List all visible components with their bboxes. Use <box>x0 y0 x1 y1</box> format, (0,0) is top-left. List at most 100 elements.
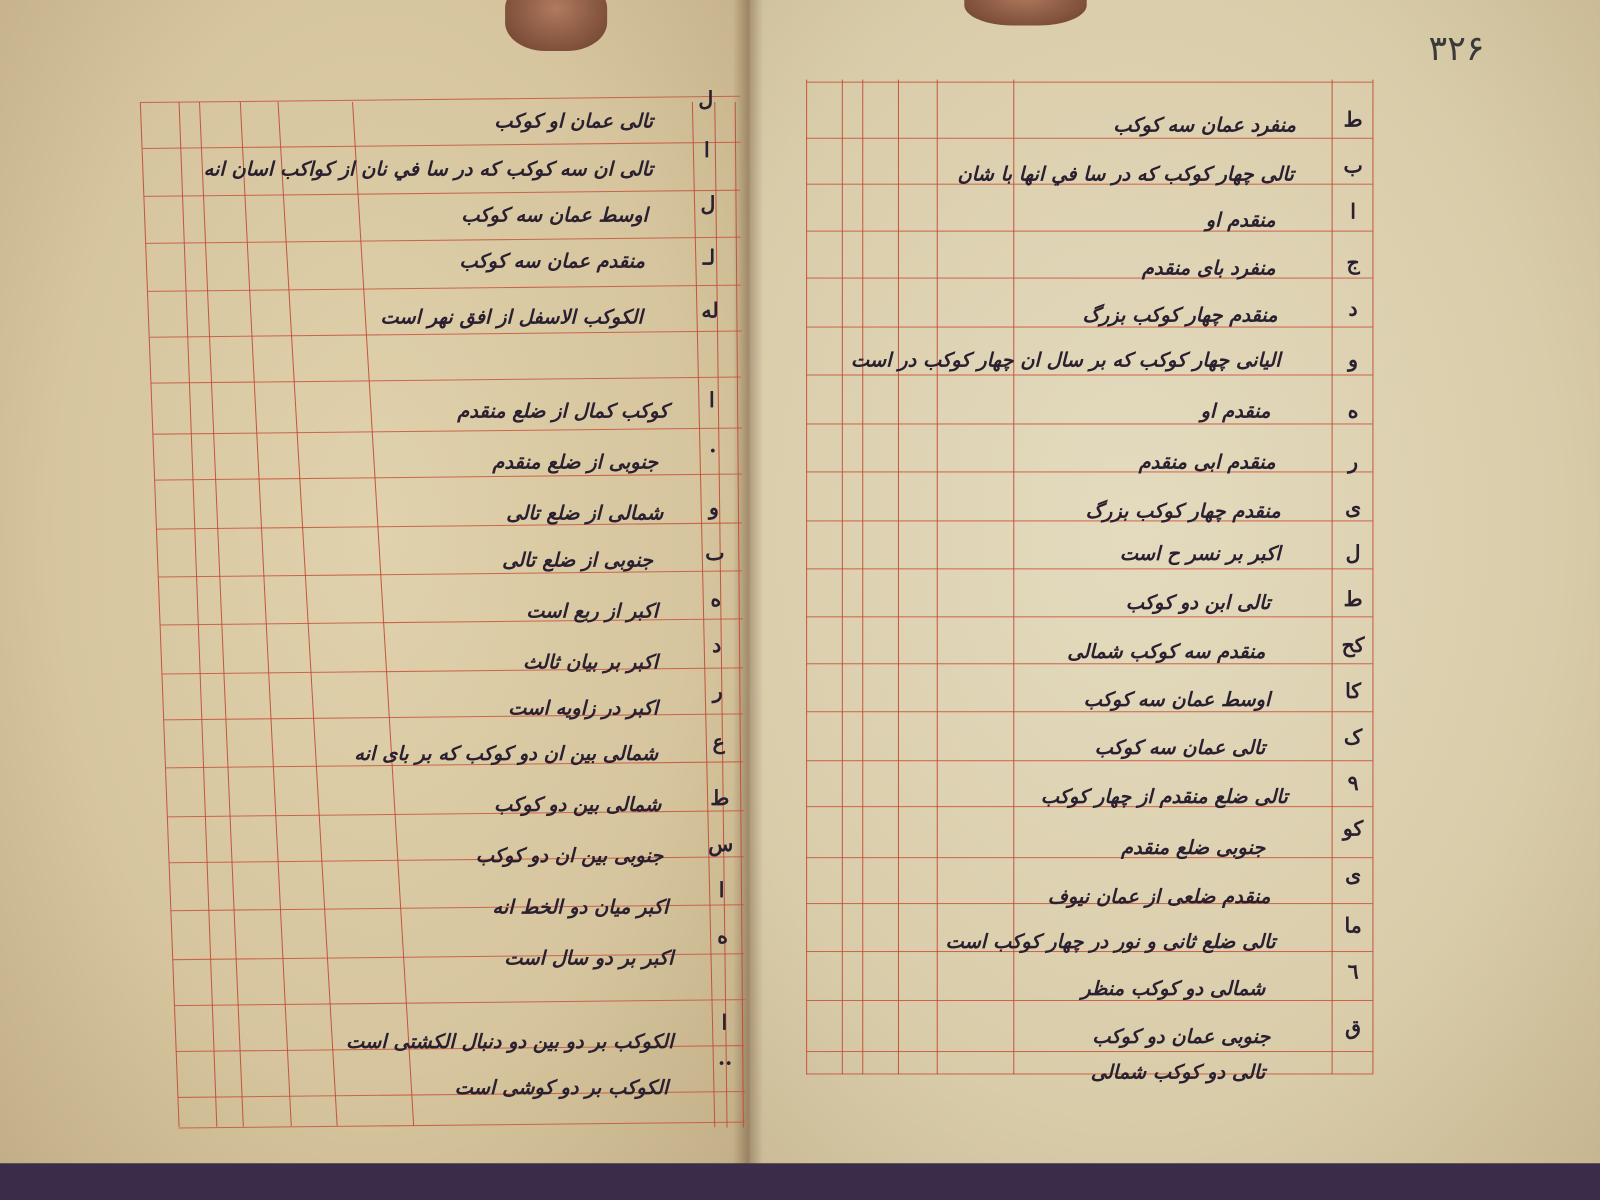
grid-line <box>862 79 864 1075</box>
entry-text: جنوبی عمان دو کوکب <box>1092 1025 1271 1048</box>
grid-line <box>806 663 1373 665</box>
grid-line <box>806 711 1373 713</box>
entry-text: تالی عمان سه کوکب <box>1094 736 1266 760</box>
entry-text: شمالی بین دو کوکب <box>494 793 662 817</box>
grid-line <box>806 806 1373 808</box>
row-numeral: ط <box>710 785 730 811</box>
entry-text: تالی ضلع منقدم از چهار کوکب <box>1040 785 1288 809</box>
row-numeral: و <box>709 494 719 520</box>
grid-line <box>806 999 1373 1002</box>
entry-text: تالی ان سه کوکب که در سا في نان از كواكب… <box>203 158 654 181</box>
entry-text: کوکب کمال از ضلع منقدم <box>457 399 669 423</box>
grid-line <box>806 326 1373 328</box>
row-numeral: ر <box>712 678 723 704</box>
entry-text: تالی ضلع ثانی و نور در چهار کوکب است <box>945 930 1276 954</box>
grid-line <box>1013 79 1015 1075</box>
grid-line <box>806 81 1373 83</box>
row-numeral: ع <box>712 729 725 755</box>
row-numeral: ا <box>703 137 710 163</box>
row-numeral: ر <box>1348 448 1358 474</box>
grid-line <box>806 903 1373 905</box>
left-page <box>0 0 750 1174</box>
entry-text: تالی ابن دو کوکب <box>1125 591 1271 615</box>
row-numeral: ٦ <box>1347 959 1359 984</box>
entry-text: اکبر در زاویه است <box>508 696 659 720</box>
entry-text: جنوبی از ضلع منقدم <box>492 451 659 474</box>
entry-text: منفرد بای منقدم <box>1141 257 1276 280</box>
row-numeral: د <box>712 632 722 658</box>
row-numeral: ب <box>1343 153 1363 178</box>
row-numeral: کا <box>1345 678 1362 704</box>
entry-text: تالی دو کوکب شمالی <box>1090 1061 1266 1084</box>
entry-text: اکبر بر نسر ح است <box>1119 542 1281 566</box>
row-numeral: ک <box>1343 724 1363 749</box>
row-numeral: له <box>701 297 719 323</box>
grid-line <box>936 79 938 1075</box>
right-page <box>749 0 1600 1169</box>
grid-line <box>806 374 1373 376</box>
grid-line <box>841 79 843 1075</box>
row-numeral: ا <box>708 387 715 413</box>
entry-text: جنوبی از ضلع تالی <box>502 548 654 572</box>
grid-line <box>806 520 1373 522</box>
entry-text: منقدم چهار کوکب بزرگ <box>1085 499 1281 523</box>
row-numeral: و <box>1348 346 1358 372</box>
grid-line <box>806 471 1373 473</box>
row-numeral: ·· <box>717 1051 733 1076</box>
grid-line <box>806 1073 1373 1075</box>
page-number: ۳۲۶ <box>1428 28 1485 70</box>
grid-line <box>806 616 1373 618</box>
entry-text: شمالی از ضلع تالی <box>506 502 664 525</box>
entry-text: الکوکب بر دو بین دو دنبال الکشتی است <box>345 1030 674 1054</box>
row-numeral: ط <box>1343 107 1363 132</box>
grid-line <box>806 79 808 1075</box>
thumb-right <box>964 0 1087 26</box>
grid-line <box>806 137 1373 139</box>
book-cover-edge <box>0 1163 1600 1200</box>
grid-line <box>1372 79 1374 1075</box>
grid-line <box>806 183 1373 185</box>
entry-text: جنوبی ضلع منقدم <box>1120 836 1266 860</box>
row-numeral: ج <box>1346 249 1360 275</box>
entry-text: شمالی بین ان دو کوکب که بر بای انه <box>354 742 659 766</box>
entry-text: جنوبی بین ان دو کوکب <box>475 844 664 868</box>
grid-line <box>1331 79 1333 1075</box>
entry-text: منقدم سه کوکب شمالی <box>1067 640 1266 664</box>
entry-text: الیانی چهار کوکب که بر سال ان چهار کوکب … <box>850 348 1281 372</box>
entry-text: تالی عمان او کوکب <box>494 110 654 133</box>
entry-text: اوسط عمان سه کوکب <box>1083 688 1271 712</box>
entry-text: شمالی دو کوکب منظر <box>1081 977 1266 1000</box>
row-numeral: س <box>708 831 734 857</box>
entry-text: منقدم چهار کوکب بزرگ <box>1082 304 1278 327</box>
row-numeral: ل <box>1345 540 1361 566</box>
grid-line <box>806 568 1373 570</box>
row-numeral: · <box>709 438 717 464</box>
row-numeral: ۹ <box>1347 770 1359 795</box>
row-numeral: ا <box>1350 198 1356 224</box>
entry-text: منقدم ضلعی از عمان نیوف <box>1047 885 1271 909</box>
grid-line <box>806 857 1373 859</box>
grid-line <box>806 277 1373 279</box>
row-numeral: ه <box>1347 397 1359 423</box>
book-gutter <box>732 0 764 1174</box>
entry-text: تالی چهار کوکب که در سا في انها با شان <box>957 163 1294 186</box>
row-numeral: کو <box>1342 816 1364 841</box>
entry-text: الکوکب الاسفل از افق نهر است <box>380 306 643 329</box>
entry-text: منقدم او <box>1205 209 1276 232</box>
grid-line <box>806 1051 1373 1053</box>
entry-text: منفرد عمان سه کوکب <box>1113 114 1296 137</box>
row-numeral: ٮ <box>705 540 725 566</box>
row-numeral: ی <box>1345 494 1362 520</box>
row-numeral: ط <box>1343 586 1363 612</box>
entry-text: منقدم او <box>1200 399 1271 423</box>
thumb-left <box>505 0 608 52</box>
entry-text: منقدم ابی منقدم <box>1138 451 1276 474</box>
row-numeral: ا <box>718 877 725 903</box>
row-numeral: ق <box>1345 1015 1361 1040</box>
entry-text: منقدم عمان سه کوکب <box>459 249 645 273</box>
entry-text: اکبر بر دو سال است <box>504 946 674 970</box>
row-numeral: ل <box>698 86 714 112</box>
row-numeral: کح <box>1341 632 1365 658</box>
row-numeral: لـ <box>702 244 716 270</box>
